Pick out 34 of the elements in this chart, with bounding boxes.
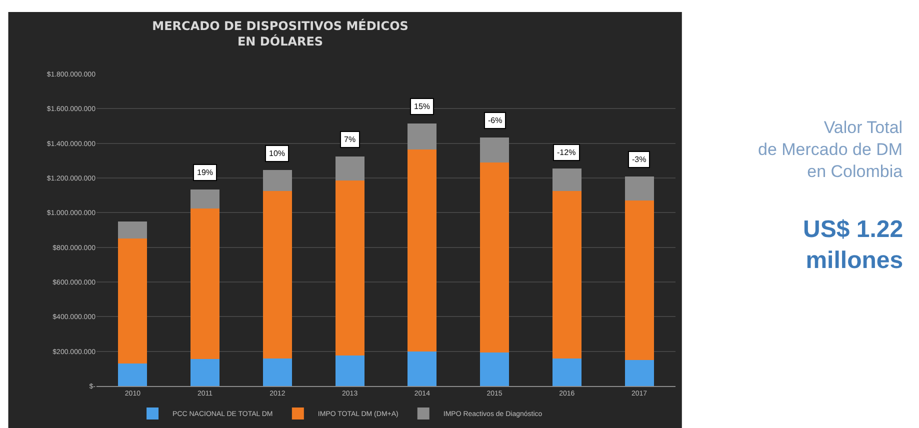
bar [262, 358, 292, 386]
chart-title: MERCADO DE DISPOSITIVOS MÉDICOS EN DÓLARES [152, 18, 408, 49]
annotation: 19% [197, 168, 214, 177]
bar [118, 221, 148, 239]
bar [552, 191, 582, 358]
bar [480, 352, 510, 386]
annotation: 15% [414, 102, 430, 111]
bar [190, 359, 220, 386]
bar [335, 356, 364, 386]
bar [624, 176, 654, 201]
bar [335, 156, 364, 181]
bar [480, 137, 510, 162]
bar [262, 191, 292, 358]
bar [190, 208, 220, 360]
annotation: 10% [269, 149, 286, 158]
annotation: -6% [488, 116, 502, 125]
bar [190, 189, 220, 208]
annotation: -3% [632, 155, 646, 164]
text: Valor Total de Mercado de DM en Colombia [758, 118, 904, 182]
bar [335, 180, 364, 356]
bar [480, 162, 510, 352]
bar [408, 149, 437, 352]
bar [408, 123, 437, 150]
annotation: 7% [344, 135, 356, 144]
bar [262, 170, 292, 192]
bar [118, 238, 148, 364]
bar [624, 200, 654, 360]
bar [408, 351, 437, 386]
bar [552, 168, 582, 192]
bar [118, 364, 148, 386]
bar [552, 358, 582, 386]
text: US$ 1.22 millones [803, 216, 904, 274]
bar [624, 360, 654, 386]
annotation: -12% [557, 148, 576, 157]
